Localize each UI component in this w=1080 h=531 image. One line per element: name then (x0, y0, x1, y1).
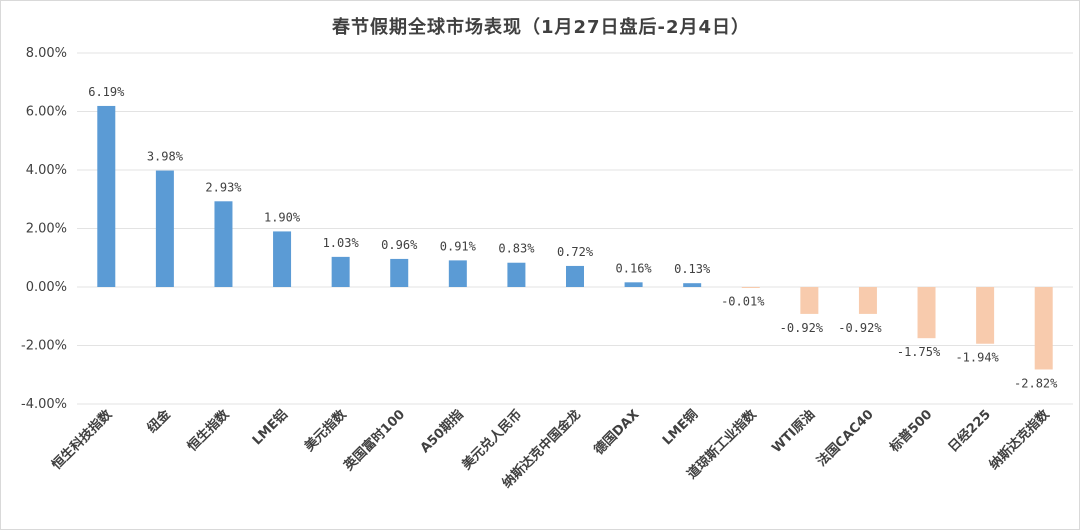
y-tick-label: -4.00% (21, 397, 67, 412)
x-tick-label: 英国富时100 (340, 407, 408, 475)
bar (917, 287, 936, 339)
bar (624, 282, 643, 287)
data-label: 1.03% (323, 236, 360, 250)
x-tick-label: 日经225 (945, 407, 994, 456)
bar (214, 201, 233, 287)
bar (566, 265, 584, 287)
data-label: 0.96% (381, 238, 418, 252)
bar (858, 287, 877, 314)
y-tick-label: 4.00% (26, 163, 67, 178)
data-label: 3.98% (147, 150, 184, 164)
y-tick-label: 2.00% (26, 222, 67, 237)
data-label: 2.93% (205, 180, 242, 194)
bar (741, 287, 760, 288)
data-label: -2.82% (1014, 376, 1058, 390)
x-tick-label: 纽金 (144, 406, 174, 436)
bar (331, 256, 350, 287)
bar (155, 170, 174, 287)
x-tick-label: 恒生指数 (184, 406, 233, 455)
y-tick-label: 0.00% (26, 280, 67, 295)
data-label: -0.01% (721, 294, 765, 308)
x-tick-label: 标普500 (886, 407, 936, 457)
data-label: 0.72% (557, 245, 594, 259)
x-tick-label: 法国CAC40 (814, 407, 877, 470)
data-label: 0.13% (674, 262, 711, 276)
x-tick-label: LME铜 (659, 407, 701, 449)
bar (683, 283, 702, 287)
data-label: -0.92% (838, 321, 882, 335)
data-label: 1.90% (264, 210, 301, 224)
x-tick-label: WTI原油 (769, 407, 819, 457)
bar (800, 287, 819, 314)
bar (273, 231, 292, 287)
data-label: 0.83% (498, 242, 535, 256)
x-tick-label: 纳斯达克指数 (986, 406, 1053, 473)
data-label: -1.75% (897, 345, 941, 359)
y-tick-label: 6.00% (26, 105, 67, 120)
x-tick-label: 德国DAX (591, 407, 643, 459)
x-tick-label: LME铝 (249, 407, 291, 449)
data-label: 0.16% (616, 261, 653, 275)
data-label: 6.19% (88, 85, 125, 99)
y-tick-label: -2.00% (21, 339, 67, 354)
bar (448, 260, 467, 287)
x-tick-label: 美元指数 (301, 406, 350, 455)
data-label: -1.94% (955, 351, 999, 365)
data-label: -0.92% (780, 321, 824, 335)
y-tick-label: 8.00% (26, 46, 67, 61)
bar (507, 262, 526, 287)
bar (1034, 287, 1053, 370)
x-tick-label: A50期指 (417, 407, 467, 457)
bar (97, 105, 116, 287)
x-tick-label: 恒生科技指数 (49, 406, 116, 473)
x-tick-label: 美元兑人民币 (459, 407, 525, 473)
bar (390, 258, 409, 287)
data-label: 0.91% (440, 239, 477, 253)
bar (976, 287, 995, 344)
chart-title: 春节假期全球市场表现（1月27日盘后-2月4日） (331, 17, 751, 38)
